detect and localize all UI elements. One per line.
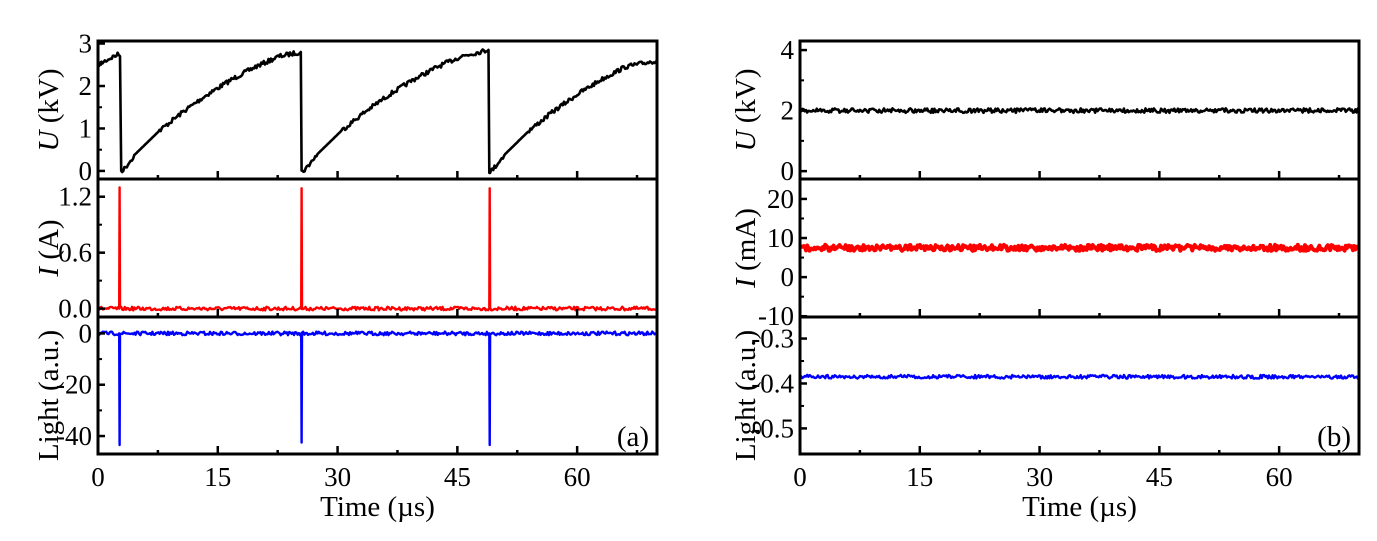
y-tick-label: 1 [79,113,93,143]
y-tick-label: 2 [781,96,795,126]
x-tick-label: 45 [1146,462,1173,492]
y-tick-label: 3 [79,29,93,59]
y-tick-label: 20 [767,184,794,214]
series-line-light [96,330,657,447]
y-axis-label-unit: (kV) [730,69,762,131]
y-tick-label: 0 [79,156,93,186]
y-axis-label-variable: U [730,128,762,151]
plot-frame [798,39,1361,456]
y-tick-label: 0.0 [58,294,92,324]
series-line-i [97,186,658,312]
subplot-u: 0 2 4 U (kV) [730,35,1361,186]
series-line-u [798,107,1361,115]
y-tick-label: -0.4 [751,368,794,398]
series-line-i [799,242,1360,253]
y-tick-label: -0.3 [751,324,794,354]
x-tick-label: 30 [324,462,351,492]
series-line-u [96,48,658,175]
y-axis-label: I (A) [33,219,65,277]
y-tick-label: -20 [56,370,92,400]
y-axis-label-unit: (mA) [730,208,762,278]
x-tick-label: 45 [444,462,471,492]
subplot-i: 0.0 0.6 1.2 I (A) [33,177,658,324]
series-line-light [799,373,1360,380]
panel-label: (a) [617,421,649,453]
y-axis-label: Light (a.u.) [730,330,762,461]
y-axis-label-unit: (kV) [33,69,65,131]
y-axis-label-variable: I [33,266,65,278]
y-axis-label: I (mA) [730,208,762,289]
y-tick-label: -10 [758,301,794,331]
y-tick-label: 0 [79,318,93,348]
subplot-u: 0 1 2 3 U (kV) [33,29,658,186]
y-axis-label: U (kV) [730,69,762,152]
x-tick-label: 15 [906,462,933,492]
x-tick-label: 0 [91,462,105,492]
y-tick-label: 0 [781,156,795,186]
y-tick-label: -40 [56,421,92,451]
x-axis-label: Time (µs) [320,491,435,523]
y-tick-label: -0.5 [751,413,794,443]
y-axis-label: U (kV) [33,69,65,152]
panel-label: (b) [1317,421,1351,453]
y-tick-label: 2 [79,71,93,101]
y-axis-label-unit: Light (a.u.) [730,330,762,461]
y-tick-label: 0.6 [58,238,92,268]
x-tick-label: 15 [204,462,231,492]
x-axis-label: Time (µs) [1022,491,1137,523]
x-tick-label: 60 [564,462,591,492]
y-axis-label-variable: I [730,277,762,289]
x-tick-label: 0 [793,462,807,492]
x-tick-label: 60 [1266,462,1293,492]
y-tick-label: 4 [781,35,795,65]
y-tick-label: 1.2 [58,182,92,212]
y-axis-label-variable: U [33,128,65,151]
y-tick-label: 10 [767,223,794,253]
y-axis-label: Light (a.u.) [33,330,65,461]
plot-frame [96,39,659,456]
y-axis-label-unit: Light (a.u.) [33,330,65,461]
y-axis-label-unit: (A) [33,219,65,267]
x-tick-label: 30 [1026,462,1053,492]
y-tick-label: 0 [781,262,795,292]
